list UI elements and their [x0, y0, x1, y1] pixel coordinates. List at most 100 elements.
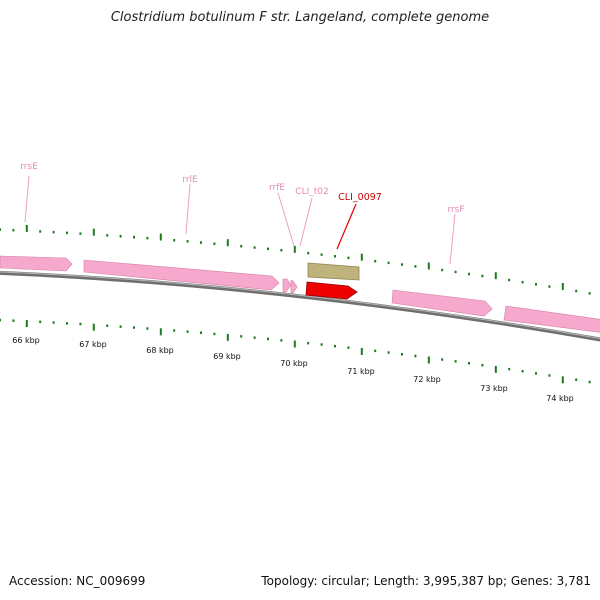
label-rrfE: rrfE: [269, 183, 285, 193]
tick-bottom-minor: [307, 341, 310, 345]
tick-top-major: [226, 239, 229, 247]
tick-bottom-minor: [66, 322, 68, 325]
tick-top-minor: [186, 240, 189, 243]
tick-bottom-minor: [133, 326, 135, 329]
genome-summary-text: Topology: circular; Length: 3,995,387 bp…: [261, 574, 591, 588]
accession-text: Accession: NC_009699: [9, 574, 146, 588]
tick-bottom-minor: [267, 337, 269, 341]
tick-bottom-minor: [401, 353, 403, 356]
kbp-label-70: 70 kbp: [280, 359, 308, 368]
kbp-label-74: 74 kbp: [546, 394, 574, 403]
tick-bottom-minor: [548, 374, 551, 377]
tick-top-minor: [414, 265, 417, 268]
tick-bottom-minor: [441, 358, 444, 361]
tick-top-minor: [374, 259, 377, 263]
feature-rrfE-part1[interactable]: [282, 278, 292, 293]
tick-top-minor: [280, 249, 283, 252]
tick-top-minor: [12, 228, 15, 232]
tick-bottom-minor: [12, 319, 15, 322]
kbp-label-68: 68 kbp: [146, 346, 174, 355]
genome-title: Clostridium botulinum F str. Langeland, …: [110, 10, 490, 25]
tick-bottom-major: [92, 323, 95, 331]
tick-top-minor: [347, 256, 350, 260]
tick-top-minor: [79, 232, 82, 235]
leader-rrsF: [449, 213, 456, 265]
tick-top-major: [494, 272, 497, 280]
tick-bottom-minor: [146, 327, 149, 330]
tick-top-major: [360, 253, 363, 261]
tick-bottom-minor: [521, 370, 524, 373]
leader-rrsE: [24, 175, 30, 223]
tick-top-minor: [253, 246, 256, 249]
tick-top-major: [159, 233, 162, 241]
tick-top-major: [25, 225, 28, 232]
tick-bottom-minor: [52, 321, 55, 324]
tick-bottom-minor: [253, 336, 256, 339]
tick-bottom-major: [159, 328, 162, 336]
tick-bottom-minor: [79, 322, 82, 326]
gc-ticks-bottom: [0, 318, 591, 384]
tick-bottom-minor: [468, 362, 470, 365]
label-rrlE: rrlE: [182, 175, 198, 185]
tick-bottom-minor: [280, 339, 283, 342]
tick-top-minor: [401, 263, 403, 266]
tick-bottom-minor: [334, 344, 336, 348]
leader-rrfE: [277, 192, 295, 247]
tick-bottom-minor: [454, 360, 457, 363]
tick-top-minor: [548, 285, 551, 288]
feature-rrfE-part2[interactable]: [290, 279, 298, 294]
tick-top-minor: [468, 272, 470, 276]
tick-top-minor: [535, 283, 537, 286]
tick-top-minor: [119, 235, 122, 238]
tick-bottom-minor: [240, 335, 243, 338]
tick-bottom-minor: [374, 349, 377, 353]
kbp-label-66: 66 kbp: [12, 336, 40, 345]
tick-top-minor: [240, 245, 243, 248]
feature-rrsF-b[interactable]: [503, 305, 600, 333]
feature-rrsE[interactable]: [0, 255, 73, 272]
tick-top-minor: [66, 231, 68, 235]
tick-top-minor: [52, 230, 55, 234]
kbp-label-69: 69 kbp: [213, 352, 241, 361]
leader-CLI_t02: [299, 197, 313, 247]
tick-bottom-minor: [575, 378, 578, 381]
tick-bottom-major: [293, 340, 296, 348]
genome-backbone: [0, 270, 600, 342]
label-rrsE: rrsE: [20, 162, 38, 172]
tick-top-minor: [133, 235, 135, 239]
tick-top-minor: [173, 239, 176, 242]
genome-backbone-highlight: [0, 271, 600, 339]
tick-top-major: [92, 228, 95, 236]
feature-rrlE[interactable]: [83, 259, 280, 291]
tick-bottom-major: [226, 333, 229, 341]
tick-top-minor: [387, 261, 390, 265]
leader-rrlE: [185, 183, 191, 235]
tick-bottom-minor: [173, 329, 176, 332]
tick-bottom-minor: [39, 320, 42, 324]
tick-top-minor: [213, 242, 216, 245]
tick-bottom-major: [561, 376, 564, 384]
tick-top-minor: [320, 253, 323, 256]
tick-bottom-minor: [200, 331, 202, 334]
label-CLI_t02: CLI_t02: [295, 187, 328, 197]
tick-bottom-minor: [0, 318, 1, 322]
tick-top-minor: [267, 247, 269, 251]
tick-top-minor: [334, 255, 336, 258]
tick-top-major: [293, 245, 296, 253]
tick-bottom-minor: [320, 343, 323, 346]
feature-rrsF-a[interactable]: [391, 289, 493, 317]
leader-CLI_0097: [336, 203, 357, 250]
tick-top-minor: [39, 230, 42, 233]
feature-CLI_t02[interactable]: [307, 262, 360, 281]
tick-top-minor: [200, 241, 202, 244]
tick-top-minor: [146, 236, 149, 240]
feature-CLI_0097[interactable]: [305, 281, 358, 300]
kbp-label-71: 71 kbp: [347, 367, 375, 376]
tick-bottom-minor: [106, 324, 109, 327]
tick-top-minor: [454, 270, 457, 274]
tick-top-minor: [481, 274, 484, 278]
tick-bottom-major: [360, 348, 363, 355]
tick-bottom-minor: [414, 354, 417, 358]
tick-top-minor: [441, 268, 444, 272]
